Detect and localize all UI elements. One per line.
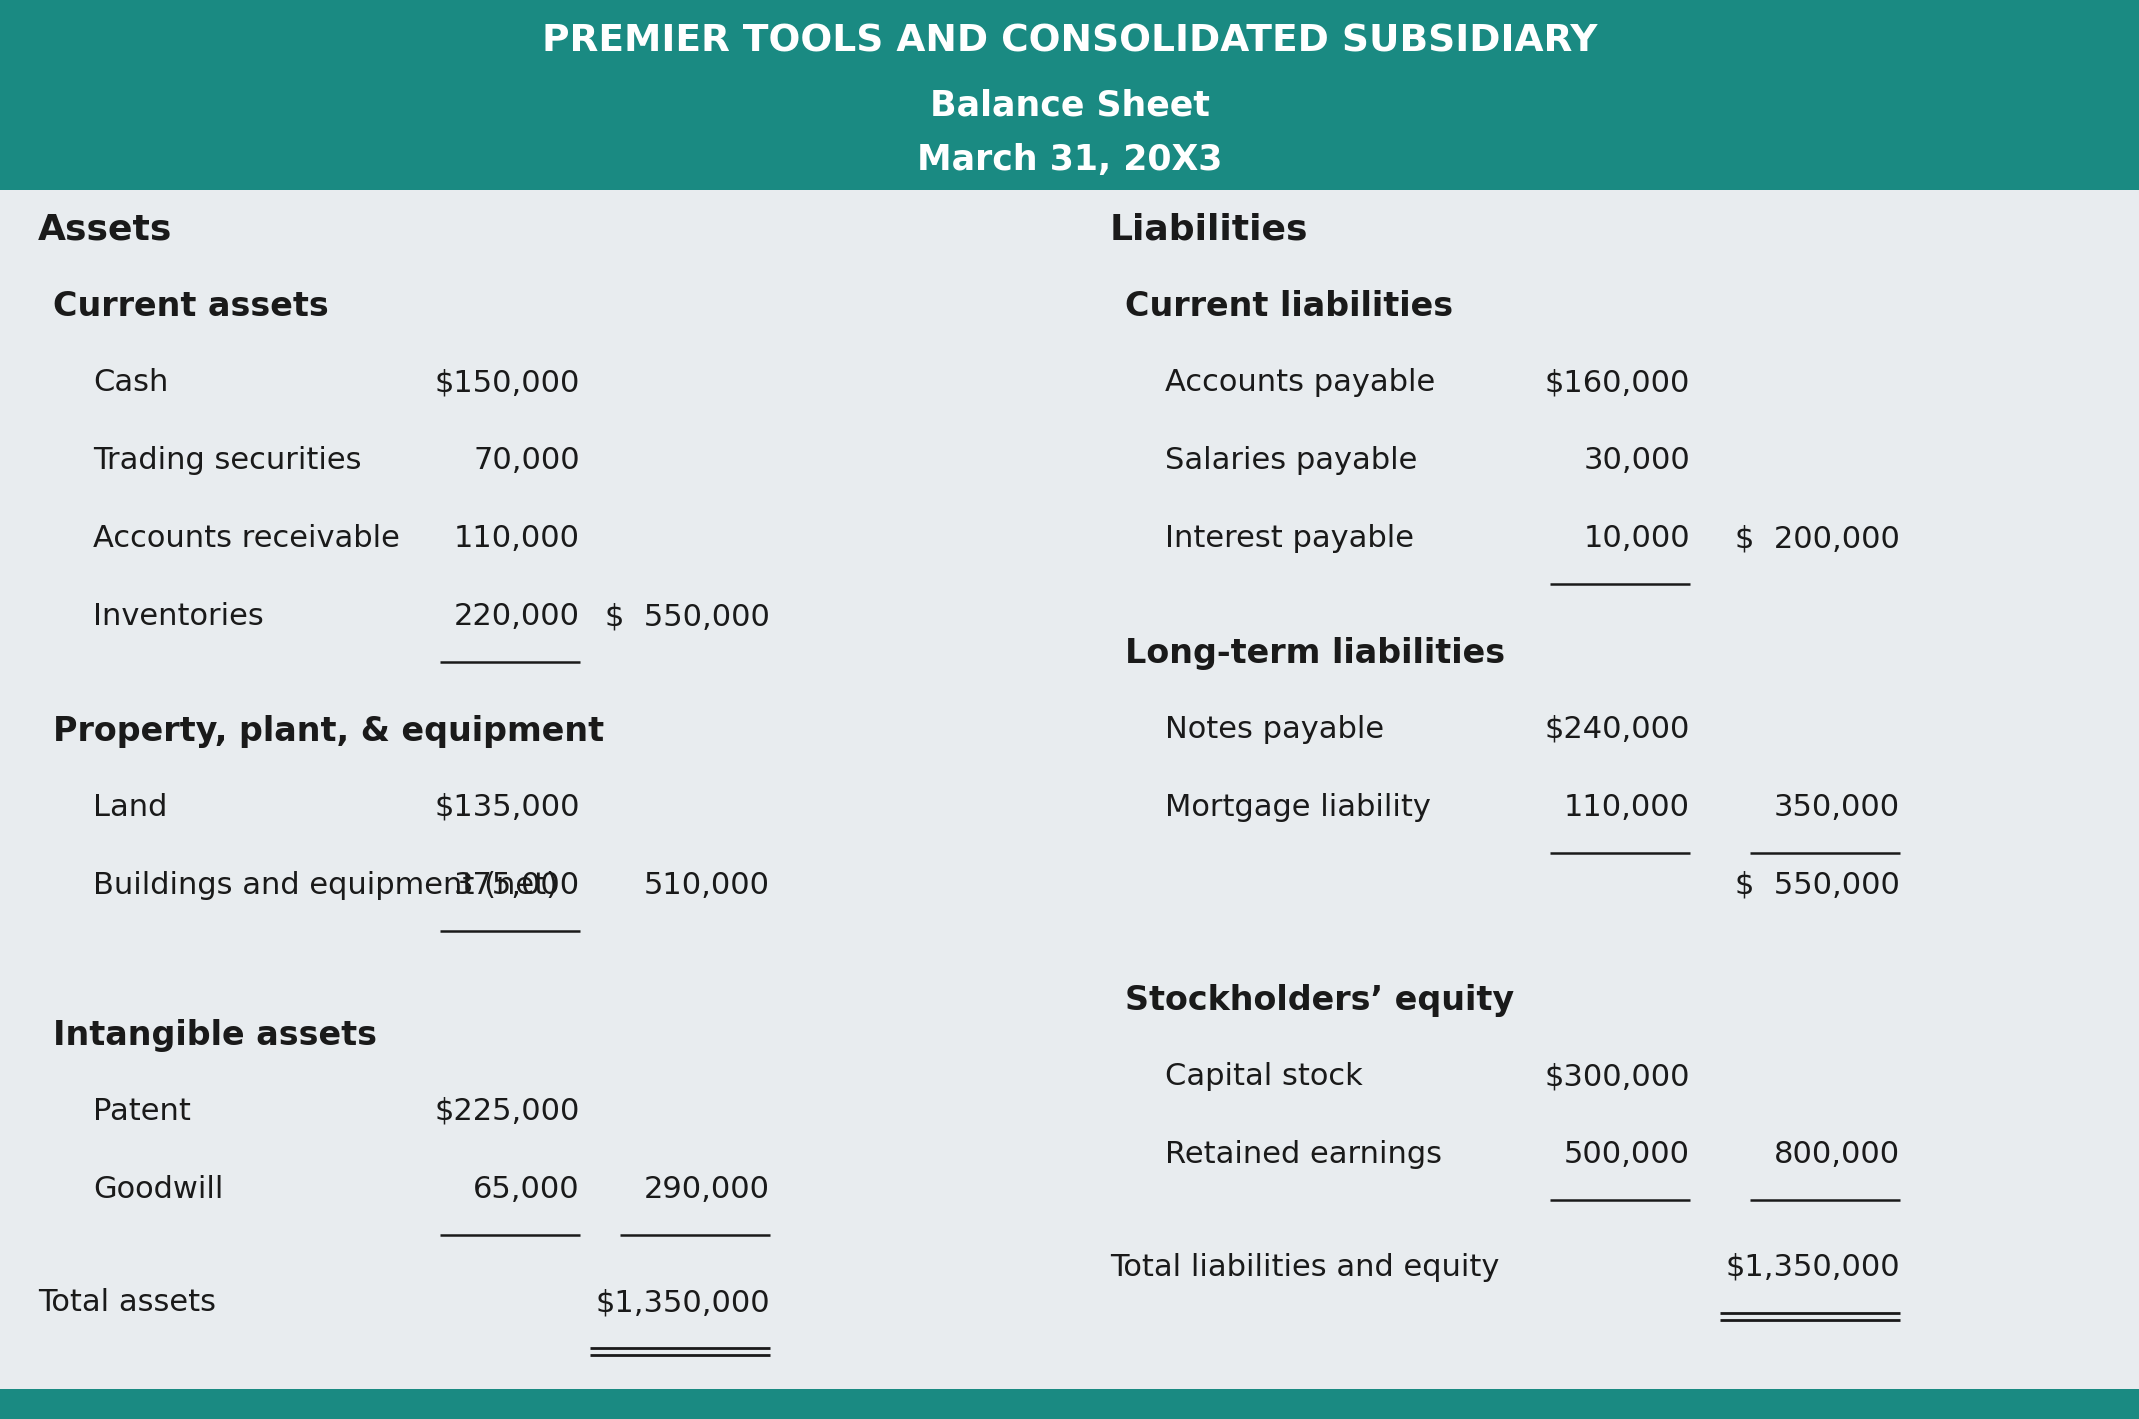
Text: 220,000: 220,000 — [453, 602, 580, 631]
Text: $  200,000: $ 200,000 — [1735, 524, 1899, 553]
Text: Balance Sheet: Balance Sheet — [930, 88, 1209, 122]
Text: Trading securities: Trading securities — [92, 446, 361, 475]
Text: Retained earnings: Retained earnings — [1166, 1139, 1442, 1169]
Text: Current liabilities: Current liabilities — [1125, 289, 1452, 324]
Text: Goodwill: Goodwill — [92, 1175, 222, 1203]
Text: Cash: Cash — [92, 368, 169, 397]
Text: Mortgage liability: Mortgage liability — [1166, 793, 1431, 822]
FancyBboxPatch shape — [0, 1389, 2139, 1419]
Text: $150,000: $150,000 — [434, 368, 580, 397]
Text: 70,000: 70,000 — [473, 446, 580, 475]
Text: $225,000: $225,000 — [434, 1097, 580, 1127]
Text: 110,000: 110,000 — [1564, 793, 1690, 822]
Text: 10,000: 10,000 — [1583, 524, 1690, 553]
Text: Property, plant, & equipment: Property, plant, & equipment — [53, 715, 603, 748]
Text: 350,000: 350,000 — [1773, 793, 1899, 822]
Text: $1,350,000: $1,350,000 — [1726, 1253, 1899, 1281]
Text: 510,000: 510,000 — [644, 871, 770, 900]
Text: Liabilities: Liabilities — [1110, 211, 1309, 245]
Text: Total liabilities and equity: Total liabilities and equity — [1110, 1253, 1499, 1281]
Text: 375,000: 375,000 — [453, 871, 580, 900]
Text: 500,000: 500,000 — [1564, 1139, 1690, 1169]
FancyBboxPatch shape — [0, 0, 2139, 190]
Text: PREMIER TOOLS AND CONSOLIDATED SUBSIDIARY: PREMIER TOOLS AND CONSOLIDATED SUBSIDIAR… — [541, 24, 1598, 60]
Text: Stockholders’ equity: Stockholders’ equity — [1125, 983, 1514, 1017]
Text: Land: Land — [92, 793, 167, 822]
Text: Inventories: Inventories — [92, 602, 263, 631]
Text: 290,000: 290,000 — [644, 1175, 770, 1203]
Text: $300,000: $300,000 — [1544, 1061, 1690, 1091]
Text: March 31, 20X3: March 31, 20X3 — [918, 143, 1221, 177]
Text: Current assets: Current assets — [53, 289, 329, 324]
Text: $240,000: $240,000 — [1544, 715, 1690, 744]
Text: $1,350,000: $1,350,000 — [595, 1288, 770, 1317]
Text: 30,000: 30,000 — [1583, 446, 1690, 475]
Text: 800,000: 800,000 — [1773, 1139, 1899, 1169]
Text: Assets: Assets — [39, 211, 173, 245]
Text: Patent: Patent — [92, 1097, 190, 1127]
Text: Notes payable: Notes payable — [1166, 715, 1384, 744]
Text: 110,000: 110,000 — [453, 524, 580, 553]
Text: $160,000: $160,000 — [1544, 368, 1690, 397]
Text: Interest payable: Interest payable — [1166, 524, 1414, 553]
Text: $  550,000: $ 550,000 — [605, 602, 770, 631]
Text: Buildings and equipment (net): Buildings and equipment (net) — [92, 871, 558, 900]
Text: Accounts payable: Accounts payable — [1166, 368, 1435, 397]
Text: Accounts receivable: Accounts receivable — [92, 524, 400, 553]
Text: Long-term liabilities: Long-term liabilities — [1125, 637, 1506, 670]
Text: Salaries payable: Salaries payable — [1166, 446, 1418, 475]
Text: 65,000: 65,000 — [473, 1175, 580, 1203]
Text: Intangible assets: Intangible assets — [53, 1019, 376, 1051]
Text: $  550,000: $ 550,000 — [1735, 871, 1899, 900]
Text: $135,000: $135,000 — [434, 793, 580, 822]
Text: Capital stock: Capital stock — [1166, 1061, 1363, 1091]
Text: Total assets: Total assets — [39, 1288, 216, 1317]
